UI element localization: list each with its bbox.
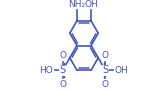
Text: NH₂: NH₂ (68, 0, 86, 9)
Text: S: S (60, 65, 66, 75)
Text: O: O (102, 51, 109, 60)
Text: O: O (59, 80, 66, 89)
Text: S: S (102, 65, 108, 75)
Text: O: O (102, 80, 109, 89)
Text: O: O (59, 51, 66, 60)
Text: OH: OH (84, 0, 98, 9)
Text: HO: HO (39, 66, 53, 75)
Text: OH: OH (115, 66, 129, 75)
